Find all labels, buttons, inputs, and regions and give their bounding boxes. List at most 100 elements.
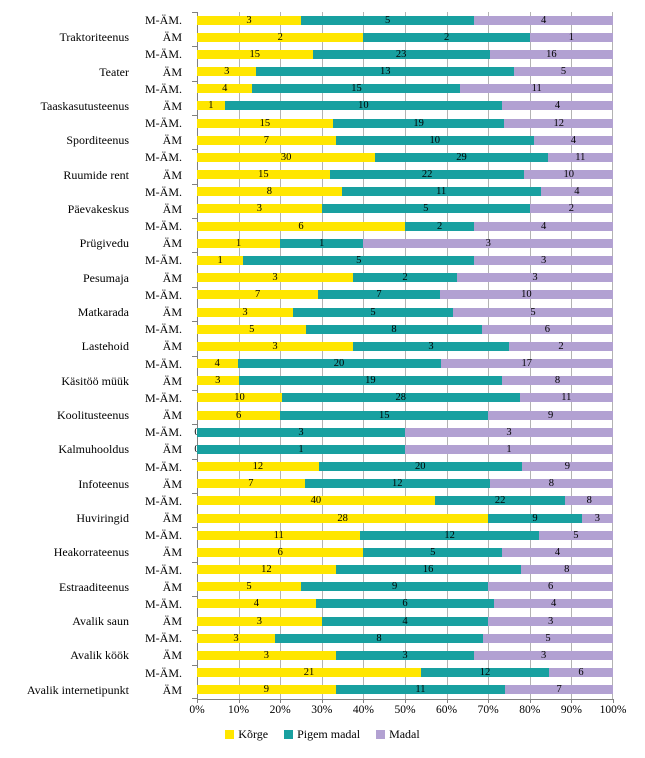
- bar-segment: [440, 359, 613, 369]
- x-tick-label: 100%: [599, 704, 627, 716]
- value-label: 5: [246, 581, 252, 592]
- value-label: 6: [235, 409, 242, 421]
- bar-segment: [474, 221, 613, 231]
- category-tick: [192, 218, 197, 220]
- category-label: Taaskasutusteenus: [40, 98, 129, 113]
- value-label: 3: [298, 426, 304, 438]
- label-row: Matkarada ÄM: [0, 304, 190, 321]
- label-row: Käsitöö müük ÄM: [0, 373, 190, 390]
- table-row: 4 20 17: [197, 355, 613, 372]
- table-row: 3 3 3: [197, 647, 613, 664]
- gridline: [488, 12, 490, 699]
- label-row: M-ÄM.: [0, 630, 190, 647]
- row-label: M-ÄM.: [144, 47, 182, 62]
- value-label: 16: [546, 48, 557, 60]
- row-label: M-ÄM.: [144, 631, 182, 646]
- x-tick: [238, 699, 240, 703]
- value-label: 12: [553, 117, 564, 129]
- value-label: 9: [547, 409, 554, 421]
- label-row: M-ÄM.: [0, 184, 190, 201]
- legend: Kõrge Pigem madal Madal: [0, 727, 645, 742]
- value-label: 11: [436, 186, 447, 198]
- gridline: [446, 12, 448, 699]
- bar-segment: [197, 187, 342, 197]
- category-label: Kalmuhooldus: [58, 442, 129, 457]
- value-label: 9: [391, 581, 398, 592]
- bar-segment: [439, 290, 613, 300]
- value-label: 1: [298, 443, 304, 455]
- value-label: 28: [395, 392, 407, 404]
- row-label: M-ÄM.: [144, 425, 182, 440]
- row-label: M-ÄM.: [144, 184, 182, 199]
- row-label: M-ÄM.: [144, 219, 182, 234]
- x-tick-label: 10%: [228, 704, 250, 716]
- x-tick-label: 60%: [436, 704, 458, 716]
- legend-label: Kõrge: [238, 727, 269, 741]
- bar-segment: [405, 427, 613, 437]
- bar-segment: [505, 685, 613, 695]
- label-row: M-ÄM.: [0, 390, 190, 407]
- value-label: 7: [255, 289, 261, 301]
- value-label: 5: [249, 323, 255, 335]
- value-label: 20: [414, 460, 426, 472]
- bar-segment: [519, 393, 613, 403]
- value-label: 6: [544, 323, 550, 335]
- bar-segment: [197, 307, 293, 317]
- bar-segment: [197, 513, 489, 523]
- table-row: 4 6 4: [197, 596, 613, 613]
- bar-segment: [197, 444, 405, 454]
- table-row: 3 3 2: [197, 338, 613, 355]
- bar-segment: [494, 599, 613, 609]
- table-row: 7 12 8: [197, 476, 613, 493]
- table-row: 6 15 9: [197, 407, 613, 424]
- category-axis-ticks: [192, 12, 197, 699]
- value-label: 4: [541, 14, 547, 26]
- legend-label: Pigem madal: [297, 727, 361, 741]
- value-label: 6: [277, 546, 283, 558]
- value-label: 3: [233, 632, 239, 644]
- x-tick: [529, 699, 531, 703]
- bar-segment: [502, 547, 613, 557]
- row-label: ÄM: [162, 133, 182, 148]
- category-tick: [192, 321, 197, 323]
- value-label: 1: [235, 237, 242, 249]
- bar-segment: [281, 393, 520, 403]
- bar-segment: [301, 582, 489, 592]
- table-row: 28 9 3: [197, 510, 613, 527]
- category-label: Päevakeskus: [67, 201, 129, 216]
- value-label: 4: [222, 83, 228, 95]
- value-label: 20: [333, 357, 345, 369]
- gridline: [571, 12, 573, 699]
- row-label: ÄM: [162, 201, 182, 216]
- bar-segment: [335, 565, 521, 575]
- table-row: 011: [194, 441, 613, 458]
- table-row: 1 1 3: [197, 235, 613, 252]
- category-label: Avalik internetipunkt: [26, 682, 129, 697]
- table-row: 3 2 3: [197, 270, 613, 287]
- value-label: 4: [570, 134, 576, 146]
- value-label: 23: [395, 48, 407, 60]
- category-tick: [192, 492, 197, 494]
- table-row: 033: [194, 424, 613, 441]
- value-label: 5: [423, 203, 429, 215]
- label-row: Lastehoid ÄM: [0, 338, 190, 355]
- value-label: 3: [256, 203, 263, 215]
- category-label: Avalik köök: [70, 648, 129, 663]
- row-label: ÄM: [162, 614, 182, 629]
- bar-segment: [502, 376, 613, 386]
- row-label: M-ÄM.: [144, 356, 182, 371]
- value-label: 12: [252, 460, 264, 472]
- value-label: 2: [402, 271, 408, 283]
- table-row: 3 8 5: [197, 630, 613, 647]
- legend-swatch: [284, 730, 294, 739]
- value-label: 6: [298, 220, 304, 232]
- value-label: 2: [443, 31, 450, 43]
- category-label: Teater: [99, 64, 129, 79]
- label-row: M-ÄM.: [0, 287, 190, 304]
- label-row: Taaskasutusteenus ÄM: [0, 98, 190, 115]
- bar-segment: [453, 307, 613, 317]
- bar-segment: [434, 496, 566, 506]
- value-label: 3: [402, 649, 408, 661]
- table-row: 6 2 4: [197, 218, 613, 235]
